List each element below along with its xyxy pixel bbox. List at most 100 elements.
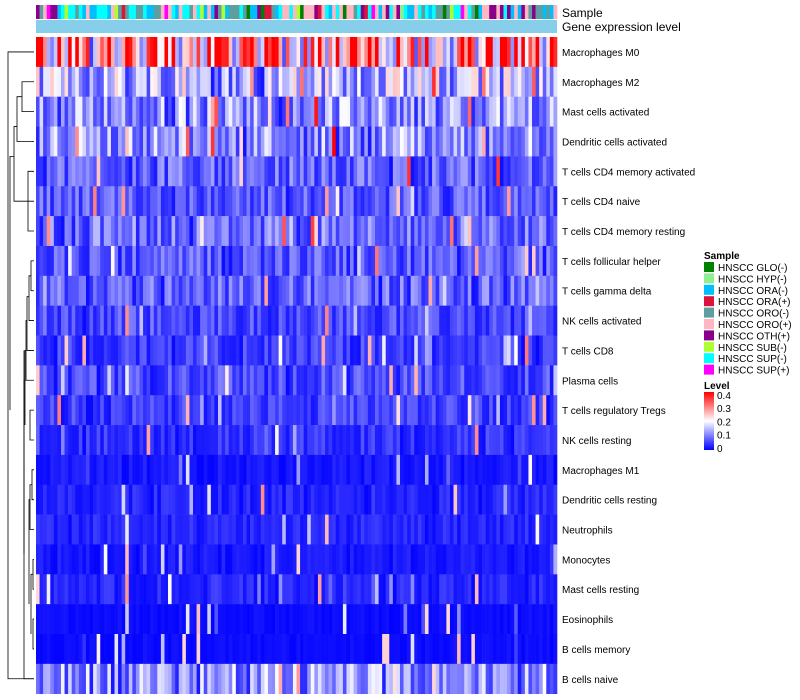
heatmap-cell (457, 365, 461, 396)
heatmap-cell (217, 544, 222, 575)
heatmap-cell (528, 156, 533, 187)
sample-track-cell (521, 5, 526, 19)
heatmap-cell (260, 395, 265, 426)
heatmap-cell (378, 425, 383, 456)
heatmap-cell (314, 514, 319, 545)
heatmap-cell (257, 544, 262, 575)
heatmap-cell (346, 514, 351, 545)
heatmap-cell (121, 37, 126, 68)
heatmap-cell (275, 275, 279, 306)
heatmap-cell (403, 37, 408, 68)
heatmap-cell (235, 66, 240, 97)
heatmap-cell (471, 216, 476, 247)
heatmap-cell (528, 66, 533, 97)
heatmap-cell (132, 454, 137, 486)
heatmap-cell (228, 574, 233, 605)
heatmap-cell (428, 425, 433, 456)
heatmap-cell (407, 514, 411, 545)
heatmap-cell (125, 186, 130, 217)
heatmap-cell (424, 365, 429, 396)
heatmap-cell (146, 604, 151, 635)
heatmap-cell (143, 425, 147, 456)
heatmap-cell (350, 544, 354, 575)
heatmap-cell (271, 514, 276, 545)
heatmap-cell (225, 395, 229, 426)
heatmap-cell (50, 365, 55, 396)
heatmap-cell (317, 604, 322, 635)
heatmap-cell (385, 186, 390, 217)
heatmap-cell (93, 275, 97, 306)
heatmap-cell (43, 634, 48, 665)
heatmap-cell (503, 245, 508, 277)
heatmap-cell (225, 96, 229, 127)
heatmap-cell (153, 514, 158, 545)
heatmap-cell (410, 365, 415, 396)
heatmap-cell (546, 156, 551, 187)
heatmap-cell (107, 484, 112, 515)
heatmap-cell (257, 335, 262, 366)
heatmap-cell (239, 96, 244, 127)
heatmap-cell (64, 365, 69, 396)
heatmap-cell (482, 395, 486, 426)
heatmap-cell (364, 425, 369, 456)
heatmap-cell (89, 425, 94, 456)
sample-annotation-track (36, 5, 558, 19)
heatmap-cell (271, 425, 276, 456)
heatmap-cell (214, 186, 219, 217)
heatmap-cell (285, 305, 290, 336)
heatmap-cell (110, 216, 115, 247)
row-label: Macrophages M1 (562, 466, 640, 477)
heatmap-cell (107, 275, 112, 306)
heatmap-cell (328, 216, 333, 247)
heatmap-cell (250, 126, 254, 157)
heatmap-cell (389, 335, 394, 366)
heatmap-cell (482, 634, 486, 665)
heatmap-cell (464, 156, 469, 187)
heatmap-cell (449, 305, 454, 336)
heatmap-cell (175, 634, 180, 665)
heatmap-cell (407, 305, 411, 336)
heatmap-cell (296, 454, 301, 486)
heatmap-cell (514, 484, 519, 515)
heatmap-cell (210, 335, 215, 366)
heatmap-cell (64, 425, 69, 456)
heatmap-cell (82, 544, 87, 575)
heatmap-cell (407, 186, 411, 217)
heatmap-cell (210, 96, 215, 127)
heatmap-cell (196, 305, 201, 336)
heatmap-cell (246, 544, 251, 575)
heatmap-cell (39, 544, 44, 575)
heatmap-cell (399, 544, 404, 575)
heatmap-cell (275, 484, 279, 515)
heatmap-cell (303, 305, 308, 336)
heatmap-cell (296, 37, 301, 68)
heatmap-cell (471, 514, 476, 545)
heatmap-cell (446, 544, 451, 575)
heatmap-cell (232, 425, 237, 456)
heatmap-cell (239, 544, 244, 575)
heatmap-cell (307, 216, 312, 247)
heatmap-cell (171, 335, 176, 366)
heatmap-cell (474, 395, 479, 426)
heatmap-cell (60, 66, 65, 97)
heatmap-cell (339, 484, 344, 515)
heatmap-cell (353, 425, 358, 456)
heatmap-cell (139, 425, 144, 456)
heatmap-cell (392, 365, 397, 396)
heatmap-cell (71, 96, 76, 127)
heatmap-cell (417, 395, 422, 426)
heatmap-cell (542, 37, 547, 68)
heatmap-cell (107, 245, 112, 277)
heatmap-cell (175, 37, 180, 68)
heatmap-cell (300, 365, 304, 396)
heatmap-cell (242, 216, 247, 247)
heatmap-cell (332, 544, 337, 575)
heatmap-cell (250, 66, 254, 97)
heatmap-cell (478, 66, 483, 97)
heatmap-cell (510, 514, 515, 545)
heatmap-cell (285, 604, 290, 635)
heatmap-cell (532, 604, 536, 635)
heatmap-cell (310, 574, 315, 605)
heatmap-cell (292, 186, 297, 217)
sample-track-cell (157, 5, 162, 19)
